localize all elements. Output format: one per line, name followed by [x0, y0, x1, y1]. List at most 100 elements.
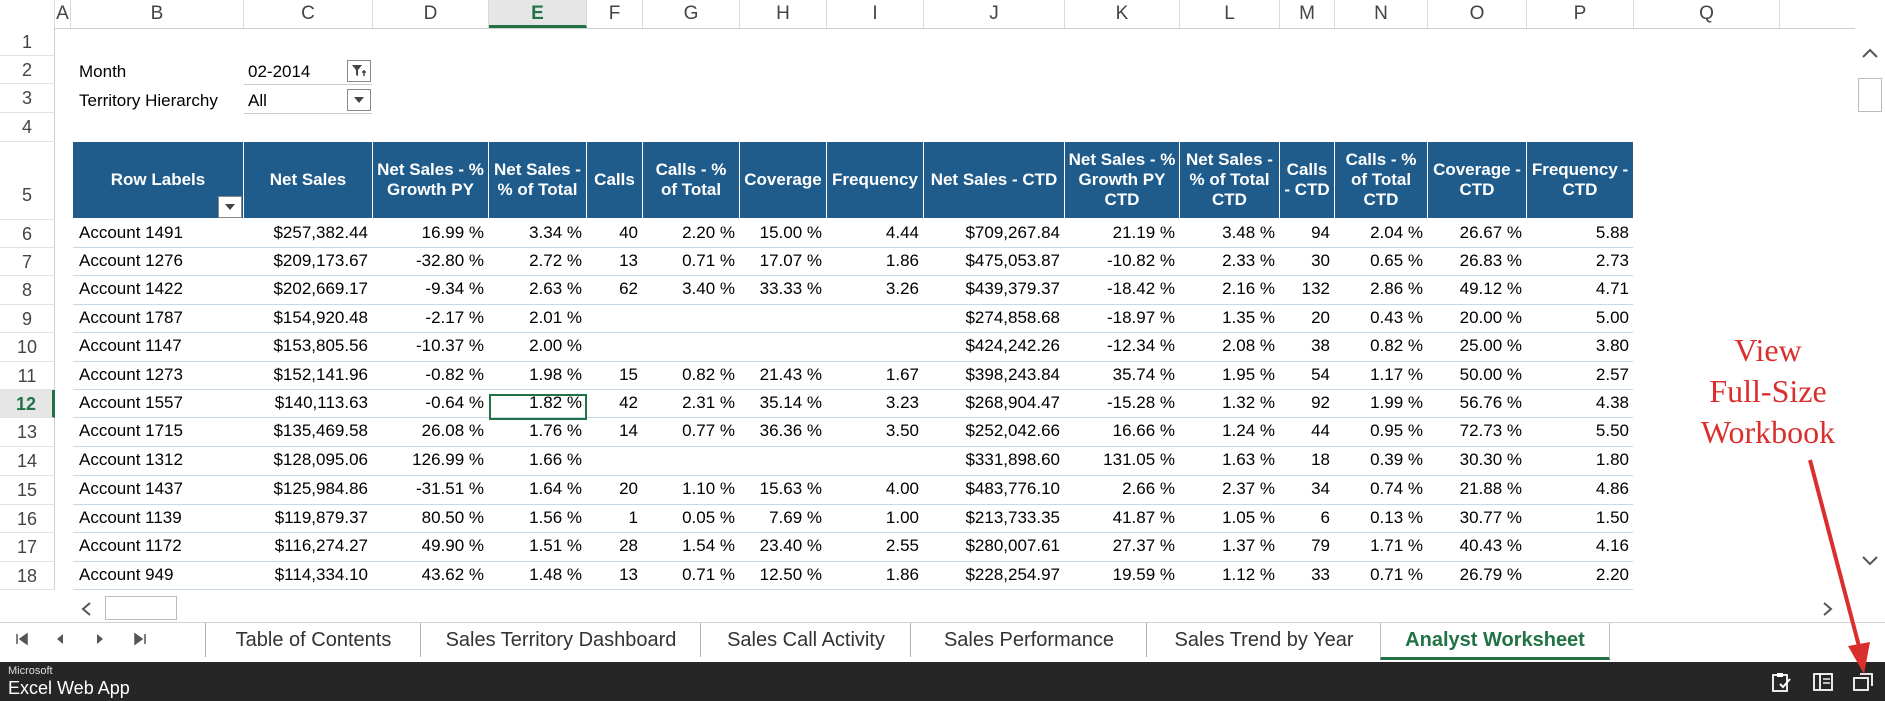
pivot-value-cell[interactable]: 50.00 %: [1459, 365, 1522, 384]
pivot-value-cell[interactable]: 17.07 %: [759, 251, 822, 270]
pivot-value-cell[interactable]: 33.33 %: [759, 279, 822, 298]
pivot-value-cell[interactable]: 13: [619, 565, 638, 584]
column-header[interactable]: G: [643, 0, 740, 28]
pivot-column-header[interactable]: Calls - % of Total: [643, 142, 740, 218]
pivot-row-label[interactable]: Account 1273: [79, 365, 183, 384]
sheet-tab[interactable]: Analyst Worksheet: [1380, 623, 1610, 660]
last-sheet-icon[interactable]: [128, 629, 152, 653]
pivot-value-cell[interactable]: 0.65 %: [1370, 251, 1423, 270]
pivot-value-cell[interactable]: 3.80: [1595, 336, 1629, 355]
pivot-value-cell[interactable]: 3.26: [885, 279, 919, 298]
pivot-value-cell[interactable]: 21.19 %: [1112, 223, 1175, 242]
pivot-value-cell[interactable]: 2.00 %: [529, 336, 582, 355]
pivot-value-cell[interactable]: -0.82 %: [425, 365, 484, 384]
pivot-row-label[interactable]: Account 1422: [79, 279, 183, 298]
pivot-value-cell[interactable]: 0.77 %: [682, 421, 735, 440]
pivot-value-cell[interactable]: $135,469.58: [273, 421, 368, 440]
horizontal-scroll-thumb[interactable]: [105, 596, 177, 620]
pivot-value-cell[interactable]: 2.63 %: [529, 279, 582, 298]
pivot-value-cell[interactable]: 0.13 %: [1370, 508, 1423, 527]
pivot-value-cell[interactable]: $274,858.68: [965, 308, 1060, 327]
pivot-value-cell[interactable]: 35.74 %: [1112, 365, 1175, 384]
pivot-value-cell[interactable]: 1.12 %: [1222, 565, 1275, 584]
pivot-value-cell[interactable]: 40.43 %: [1459, 536, 1522, 555]
column-header[interactable]: K: [1065, 0, 1180, 28]
pivot-value-cell[interactable]: 42: [619, 393, 638, 412]
pivot-value-cell[interactable]: 1.71 %: [1370, 536, 1423, 555]
row-header[interactable]: 4: [0, 113, 55, 142]
selected-cell-outline[interactable]: [489, 394, 587, 420]
pivot-value-cell[interactable]: 1.05 %: [1222, 508, 1275, 527]
next-sheet-icon[interactable]: [88, 629, 112, 653]
pivot-value-cell[interactable]: -2.17 %: [425, 308, 484, 327]
row-header[interactable]: 13: [0, 418, 55, 447]
pivot-value-cell[interactable]: 3.40 %: [682, 279, 735, 298]
pivot-value-cell[interactable]: $213,733.35: [965, 508, 1060, 527]
pivot-row-label[interactable]: Account 949: [79, 565, 174, 584]
pivot-value-cell[interactable]: 2.57: [1595, 365, 1629, 384]
pivot-value-cell[interactable]: 2.08 %: [1222, 336, 1275, 355]
pivot-value-cell[interactable]: 4.71: [1595, 279, 1629, 298]
pivot-value-cell[interactable]: 44: [1311, 421, 1330, 440]
pivot-value-cell[interactable]: 2.31 %: [682, 393, 735, 412]
pivot-value-cell[interactable]: $128,095.06: [273, 450, 368, 469]
column-header[interactable]: F: [587, 0, 643, 28]
column-header[interactable]: N: [1335, 0, 1428, 28]
pivot-value-cell[interactable]: 1.99 %: [1370, 393, 1423, 412]
pivot-value-cell[interactable]: 15.00 %: [759, 223, 822, 242]
scroll-right-icon[interactable]: [1822, 601, 1834, 622]
pivot-value-cell[interactable]: 38: [1311, 336, 1330, 355]
pivot-value-cell[interactable]: 2.33 %: [1222, 251, 1275, 270]
pivot-value-cell[interactable]: $331,898.60: [965, 450, 1060, 469]
pivot-value-cell[interactable]: 2.37 %: [1222, 479, 1275, 498]
pivot-value-cell[interactable]: 54: [1311, 365, 1330, 384]
pivot-value-cell[interactable]: 15: [619, 365, 638, 384]
pivot-value-cell[interactable]: 20: [1311, 308, 1330, 327]
pivot-value-cell[interactable]: 20.00 %: [1459, 308, 1522, 327]
pivot-value-cell[interactable]: 1.37 %: [1222, 536, 1275, 555]
row-header[interactable]: 6: [0, 220, 55, 248]
sheet-tab[interactable]: Sales Performance: [910, 623, 1147, 657]
pivot-value-cell[interactable]: 16.99 %: [421, 223, 484, 242]
pivot-value-cell[interactable]: 33: [1311, 565, 1330, 584]
pivot-value-cell[interactable]: 3.23: [885, 393, 919, 412]
pivot-value-cell[interactable]: 92: [1311, 393, 1330, 412]
pivot-column-header[interactable]: Net Sales - CTD: [924, 142, 1065, 218]
pivot-value-cell[interactable]: 4.38: [1595, 393, 1629, 412]
pivot-value-cell[interactable]: $228,254.97: [965, 565, 1060, 584]
pivot-value-cell[interactable]: 2.73: [1595, 251, 1629, 270]
pivot-value-cell[interactable]: 20: [619, 479, 638, 498]
row-header[interactable]: 5: [0, 142, 55, 220]
sheet-tab[interactable]: Sales Call Activity: [700, 623, 911, 657]
pivot-value-cell[interactable]: 36.36 %: [759, 421, 822, 440]
pivot-value-cell[interactable]: 2.16 %: [1222, 279, 1275, 298]
pivot-value-cell[interactable]: 49.12 %: [1459, 279, 1522, 298]
column-header[interactable]: I: [827, 0, 924, 28]
pivot-column-header[interactable]: Row Labels: [73, 142, 244, 218]
first-sheet-icon[interactable]: [10, 629, 34, 653]
pivot-value-cell[interactable]: 30.30 %: [1459, 450, 1522, 469]
pivot-value-cell[interactable]: 26.08 %: [421, 421, 484, 440]
pivot-value-cell[interactable]: $140,113.63: [274, 393, 368, 412]
pivot-value-cell[interactable]: -12.34 %: [1106, 336, 1175, 355]
pivot-value-cell[interactable]: 1.54 %: [682, 536, 735, 555]
scroll-down-icon[interactable]: [1861, 554, 1879, 572]
pivot-value-cell[interactable]: $153,805.56: [273, 336, 368, 355]
pivot-value-cell[interactable]: 0.39 %: [1370, 450, 1423, 469]
pivot-column-header[interactable]: Net Sales: [244, 142, 373, 218]
pivot-value-cell[interactable]: 3.34 %: [529, 223, 582, 242]
column-header[interactable]: B: [71, 0, 244, 28]
pivot-value-cell[interactable]: -15.28 %: [1106, 393, 1175, 412]
pivot-row-label[interactable]: Account 1491: [79, 223, 183, 242]
row-header[interactable]: 9: [0, 305, 55, 333]
pivot-value-cell[interactable]: 3.48 %: [1222, 223, 1275, 242]
column-header[interactable]: A: [55, 0, 71, 28]
pivot-value-cell[interactable]: 30: [1311, 251, 1330, 270]
pivot-value-cell[interactable]: $475,053.87: [965, 251, 1060, 270]
column-header[interactable]: E: [489, 0, 587, 28]
pivot-value-cell[interactable]: 2.86 %: [1370, 279, 1423, 298]
pivot-value-cell[interactable]: 1.63 %: [1222, 450, 1275, 469]
pivot-value-cell[interactable]: 5.88: [1595, 223, 1629, 242]
row-labels-dropdown-icon[interactable]: [218, 196, 242, 218]
scroll-left-icon[interactable]: [80, 601, 92, 622]
